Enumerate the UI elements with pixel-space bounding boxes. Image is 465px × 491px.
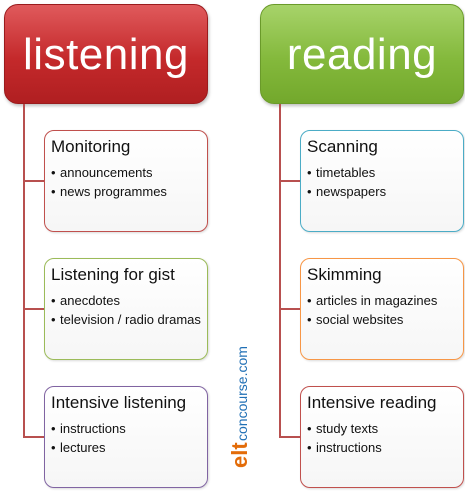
listening-connector-2 bbox=[23, 308, 44, 310]
skimming-card: Skimming articles in magazines social we… bbox=[300, 258, 464, 360]
list-item: news programmes bbox=[51, 182, 201, 201]
list-item: lectures bbox=[51, 438, 201, 457]
intensive-reading-card: Intensive reading study texts instructio… bbox=[300, 386, 464, 488]
listening-connector-1 bbox=[23, 180, 44, 182]
list-item: newspapers bbox=[307, 182, 457, 201]
reading-connector-2 bbox=[279, 308, 300, 310]
eltconcourse-logo: elt concourse.com bbox=[225, 318, 255, 468]
list-item: articles in magazines bbox=[307, 291, 457, 310]
list-item: instructions bbox=[51, 419, 201, 438]
intensive-listening-card: Intensive listening instructions lecture… bbox=[44, 386, 208, 488]
list-item: instructions bbox=[307, 438, 457, 457]
listening-header: listening bbox=[4, 4, 208, 104]
scanning-card: Scanning timetables newspapers bbox=[300, 130, 464, 232]
reading-header: reading bbox=[260, 4, 464, 104]
logo-concourse-text: concourse.com bbox=[234, 346, 250, 441]
card-title: Intensive reading bbox=[307, 393, 437, 412]
listening-connector-vertical bbox=[23, 104, 25, 438]
logo-elt-text: elt bbox=[227, 442, 252, 468]
list-item: social websites bbox=[307, 310, 457, 329]
list-item: television / radio dramas bbox=[51, 310, 201, 329]
monitoring-card: Monitoring announcements news programmes bbox=[44, 130, 208, 232]
card-title: Scanning bbox=[307, 137, 378, 156]
card-title: Intensive listening bbox=[51, 393, 187, 412]
list-item: timetables bbox=[307, 163, 457, 182]
reading-connector-1 bbox=[279, 180, 300, 182]
logo-svg: elt concourse.com bbox=[227, 346, 252, 468]
listening-for-gist-card: Listening for gist anecdotes television … bbox=[44, 258, 208, 360]
listening-connector-3 bbox=[23, 436, 44, 438]
list-item: announcements bbox=[51, 163, 201, 182]
list-item: anecdotes bbox=[51, 291, 201, 310]
card-title: Monitoring bbox=[51, 137, 131, 156]
list-item: study texts bbox=[307, 419, 457, 438]
card-title: Skimming bbox=[307, 265, 382, 284]
reading-connector-vertical bbox=[279, 104, 281, 438]
card-title: Listening for gist bbox=[51, 265, 175, 284]
reading-connector-3 bbox=[279, 436, 300, 438]
